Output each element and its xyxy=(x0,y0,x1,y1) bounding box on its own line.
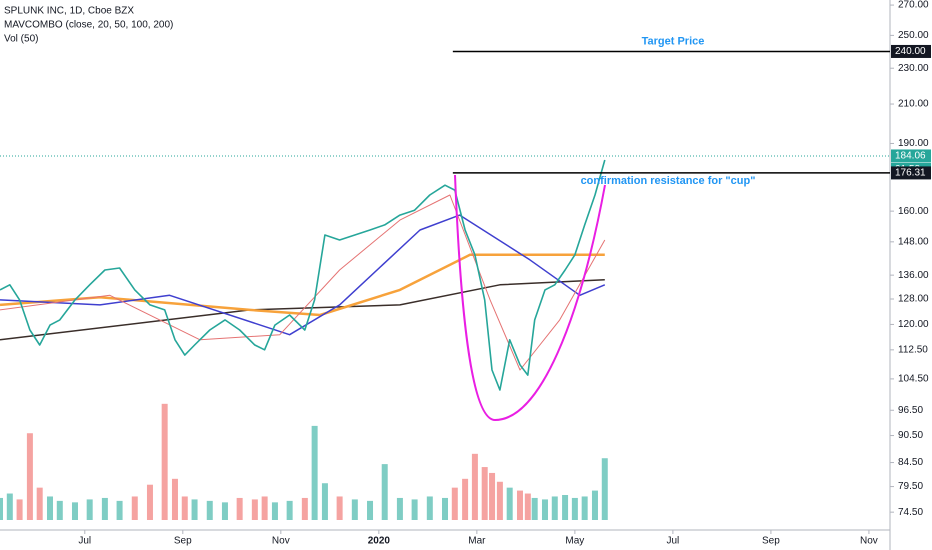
price-label-box xyxy=(891,166,931,180)
volume-bar xyxy=(146,484,153,520)
symbol-title: SPLUNK INC, 1D, Cboe BZX xyxy=(4,6,134,17)
volume-bar xyxy=(0,497,3,520)
annotation-text: confirmation resistance for "cup" xyxy=(581,175,756,187)
volume-bar xyxy=(336,496,343,520)
x-tick-label: Sep xyxy=(174,536,192,547)
x-tick-label: Nov xyxy=(272,536,290,547)
x-tick-label: Jul xyxy=(78,536,91,547)
volume-bar xyxy=(462,478,469,520)
y-tick-label: 210.00 xyxy=(898,99,929,110)
price-label-box xyxy=(891,44,931,58)
volume-bar xyxy=(481,467,488,520)
y-tick-label: 148.00 xyxy=(898,236,929,247)
volume-bar xyxy=(571,497,578,520)
volume-bar xyxy=(411,499,418,520)
volume-bar xyxy=(206,500,213,520)
volume-bar xyxy=(71,502,78,520)
volume-bar xyxy=(351,499,358,520)
volume-bar xyxy=(551,496,558,520)
price-label: 240.00 xyxy=(895,46,926,57)
volume-bar xyxy=(591,490,598,520)
volume-bar xyxy=(367,500,374,520)
y-tick-label: 96.50 xyxy=(898,405,923,416)
volume-bar xyxy=(506,487,513,520)
price-label: 176.31 xyxy=(895,168,926,179)
volume-bar xyxy=(191,499,198,520)
x-tick-label: Mar xyxy=(468,536,486,547)
moving-average xyxy=(0,253,605,317)
volume-bar xyxy=(221,502,228,520)
volume-bar xyxy=(236,497,243,520)
x-tick-label: Jul xyxy=(666,536,679,547)
volume-bar xyxy=(271,502,278,520)
y-tick-label: 112.50 xyxy=(898,344,928,355)
volume-bar xyxy=(496,481,503,520)
volume-bar xyxy=(16,499,23,520)
volume-bar xyxy=(426,496,433,520)
volume-bar xyxy=(131,496,138,520)
indicator-label: MAVCOMBO (close, 20, 50, 100, 200) xyxy=(4,20,173,31)
price-label: 184.06 xyxy=(895,151,926,162)
volume-bar xyxy=(601,458,608,520)
volume-bar xyxy=(46,496,53,520)
y-tick-label: 79.50 xyxy=(898,481,923,492)
volume-bar xyxy=(524,493,531,520)
volume-bar xyxy=(26,433,33,520)
x-tick-label: Sep xyxy=(762,536,780,547)
volume-bar xyxy=(541,499,548,520)
volume-bar xyxy=(101,497,108,520)
volume-bar xyxy=(516,490,523,520)
volume-bar xyxy=(381,464,388,520)
volume-bar xyxy=(321,483,328,520)
y-tick-label: 190.00 xyxy=(898,138,929,149)
volume-layer xyxy=(0,403,608,520)
volume-bar xyxy=(451,487,458,520)
y-tick-label: 250.00 xyxy=(898,30,929,41)
volume-bar xyxy=(311,425,318,520)
price-line xyxy=(0,159,606,391)
volume-bar xyxy=(562,495,569,520)
y-tick-label: 270.00 xyxy=(898,0,929,11)
volume-bar xyxy=(301,497,308,520)
y-tick-label: 90.50 xyxy=(898,430,923,441)
volume-bar xyxy=(489,472,496,520)
annotation-text: Target Price xyxy=(642,35,705,47)
volume-bar xyxy=(261,496,268,520)
y-tick-label: 84.50 xyxy=(898,457,923,468)
y-tick-label: 104.50 xyxy=(898,374,929,385)
cup-drawing xyxy=(454,174,606,422)
volume-bar xyxy=(251,499,258,520)
y-tick-label: 128.00 xyxy=(898,294,929,305)
moving-average xyxy=(0,279,605,341)
axis-layer: 270.00 250.00 230.00 210.00 190.00 160.00 148.… xyxy=(78,0,931,547)
volume-bar xyxy=(442,497,448,520)
volume-bar xyxy=(286,500,293,520)
volume-bar xyxy=(531,497,538,520)
volume-bar xyxy=(116,500,123,520)
y-tick-label: 120.00 xyxy=(898,319,929,330)
volume-bar xyxy=(171,478,178,520)
indicator-label: Vol (50) xyxy=(4,34,38,45)
price-layer: Target Price confirmation resistance for … xyxy=(0,35,890,391)
volume-bar xyxy=(581,496,588,520)
x-tick-label: 2020 xyxy=(368,536,391,547)
y-tick-label: 74.50 xyxy=(898,507,923,518)
y-tick-label: 160.00 xyxy=(898,206,929,217)
x-tick-label: Nov xyxy=(860,536,878,547)
volume-bar xyxy=(6,493,13,520)
volume-bar xyxy=(86,499,93,520)
volume-bar xyxy=(396,497,403,520)
x-tick-label: May xyxy=(565,536,584,547)
moving-average xyxy=(0,214,606,336)
y-tick-label: 136.00 xyxy=(898,270,929,281)
volume-bar xyxy=(36,487,43,520)
price-label-box xyxy=(891,149,931,163)
volume-bar xyxy=(56,500,63,520)
volume-bar xyxy=(471,453,478,520)
volume-bar xyxy=(181,496,188,520)
y-tick-label: 230.00 xyxy=(898,63,929,74)
volume-bar xyxy=(161,403,168,520)
